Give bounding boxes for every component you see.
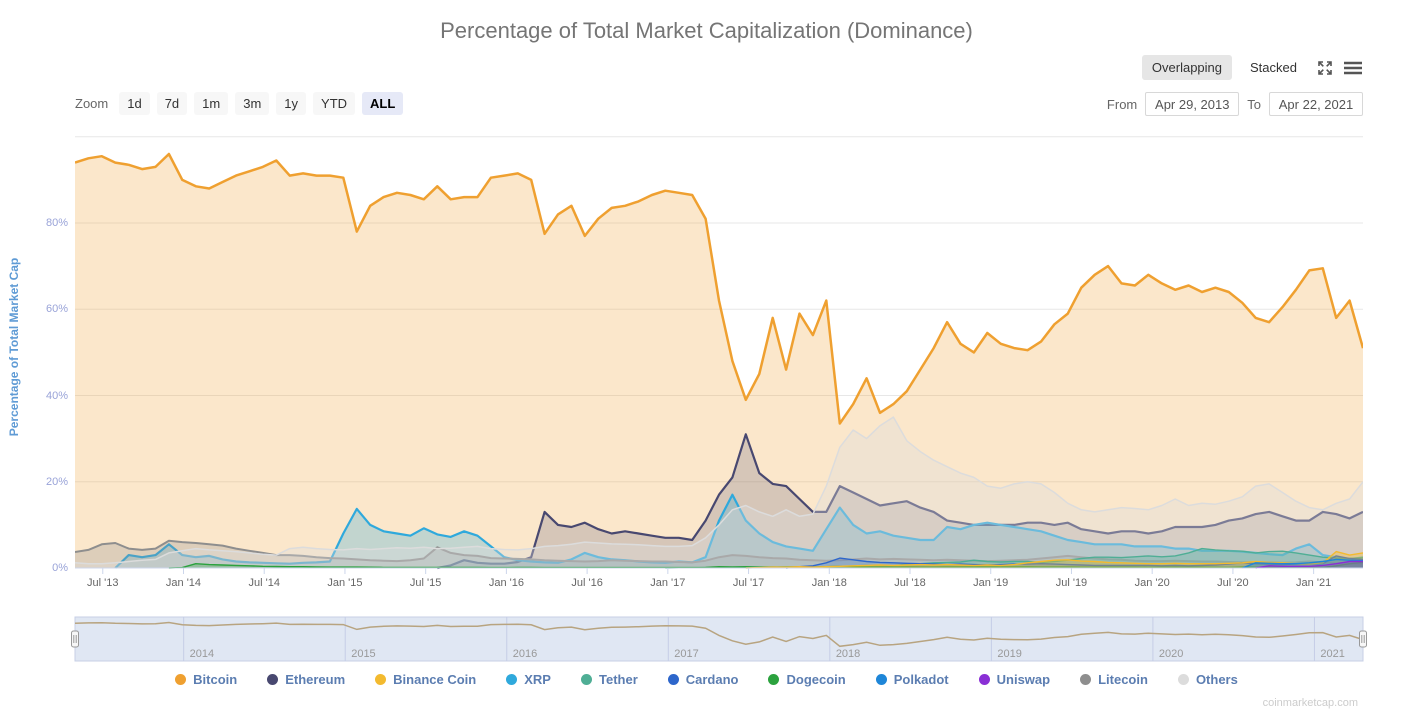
navigator-series-line [74, 621, 1364, 648]
x-tick-label: Jul '15 [409, 577, 442, 589]
from-label: From [1106, 96, 1138, 112]
zoom-button-1d[interactable]: 1d [119, 92, 150, 115]
legend-item-dogecoin[interactable]: Dogecoin [768, 672, 846, 687]
x-tick-label: Jan '21 [1296, 577, 1332, 589]
legend-item-ethereum[interactable]: Ethereum [267, 672, 345, 687]
watermark: coinmarketcap.com [1262, 697, 1358, 709]
stacked-button[interactable]: Stacked [1250, 60, 1297, 75]
legend-label: Dogecoin [786, 672, 846, 687]
y-tick-label: 20% [45, 475, 68, 488]
x-tick-label: Jan '14 [165, 577, 202, 589]
x-tick-label: Jul '19 [1055, 577, 1088, 589]
zoom-label: Zoom [75, 96, 109, 111]
navigator-year-label: 2020 [1159, 648, 1183, 660]
legend-label: Cardano [685, 672, 739, 687]
fullscreen-icon[interactable] [1315, 58, 1335, 78]
legend-item-tether[interactable]: Tether [580, 672, 638, 687]
series-uniswap[interactable] [1255, 560, 1363, 569]
series-bitcoin[interactable] [74, 152, 1365, 568]
zoom-button-7d[interactable]: 7d [156, 92, 188, 115]
legend-marker-icon [175, 674, 187, 685]
legend-label: XRP [524, 672, 551, 687]
navigator[interactable]: 2014 2015 2016 2017 2018 2019 2020 2021 [71, 616, 1367, 662]
legend-label: Bitcoin [193, 672, 238, 687]
legend-label: Litecoin [1098, 672, 1148, 687]
zoom-button-ytd[interactable]: YTD [313, 92, 356, 115]
legend-marker-icon [768, 674, 780, 685]
legend-label: Uniswap [996, 672, 1051, 687]
y-tick-label: 80% [45, 217, 68, 229]
legend-marker-icon [875, 674, 887, 685]
x-tick-label: Jan '18 [811, 577, 847, 589]
series-others[interactable] [74, 416, 1364, 568]
from-date-input[interactable] [1145, 92, 1240, 116]
x-tick-label: Jan '20 [1134, 577, 1170, 589]
legend-marker-icon [978, 674, 990, 685]
y-axis-title: Percentage of Total Market Cap [7, 257, 21, 436]
navigator-year-label: 2021 [1320, 648, 1344, 660]
zoom-button-group: Zoom 1d 7d 1m 3m 1y YTD ALL [75, 92, 404, 115]
zoom-button-1m[interactable]: 1m [194, 92, 229, 115]
zoom-button-all[interactable]: ALL [362, 92, 404, 115]
navigator-year-label: 2019 [997, 648, 1021, 660]
x-tick-label: Jul '17 [732, 577, 765, 589]
zoom-button-1y[interactable]: 1y [276, 92, 307, 115]
x-tick-label: Jul '20 [1217, 577, 1249, 589]
y-tick-label: 0% [52, 562, 68, 574]
y-tick-label: 40% [45, 389, 68, 402]
x-tick-label: Jul '13 [87, 577, 119, 589]
legend-label: Others [1195, 672, 1238, 687]
legend-label: Tether [598, 672, 638, 687]
x-tick-label: Jan '16 [488, 577, 524, 589]
x-tick-label: Jul '18 [894, 577, 926, 589]
zoom-button-3m[interactable]: 3m [235, 92, 270, 115]
navigator-handle-left[interactable] [71, 630, 79, 648]
series-ethereum[interactable] [437, 433, 1364, 570]
legend-item-others[interactable]: Others [1177, 672, 1238, 687]
menu-icon[interactable] [1343, 58, 1363, 78]
legend-marker-icon [375, 674, 387, 685]
navigator-year-label: 2017 [674, 648, 698, 660]
legend-marker-icon [506, 674, 518, 685]
series-binance-coin[interactable] [745, 550, 1364, 569]
navigator-year-label: 2016 [513, 648, 537, 660]
mode-toggle-group: Overlapping Stacked [1141, 55, 1363, 80]
legend-marker-icon [1177, 674, 1189, 685]
legend-marker-icon [667, 674, 679, 685]
navigator-handle-right[interactable] [1359, 630, 1367, 648]
x-tick-label: Jan '19 [973, 577, 1009, 589]
navigator-year-label: 2014 [190, 648, 214, 660]
legend-label: Polkadot [893, 672, 949, 687]
x-tick-label: Jan '15 [327, 577, 363, 589]
legend-item-polkadot[interactable]: Polkadot [875, 672, 949, 687]
to-label: To [1247, 96, 1261, 112]
x-tick-label: Jul '14 [248, 577, 280, 589]
legend-item-xrp[interactable]: XRP [506, 672, 551, 687]
x-tick-label: Jul '16 [571, 577, 603, 589]
main-plot-svg [74, 136, 1365, 574]
legend-marker-icon [267, 674, 279, 685]
legend-item-uniswap[interactable]: Uniswap [978, 672, 1051, 687]
legend-label: Ethereum [285, 672, 346, 687]
page-title: Percentage of Total Market Capitalizatio… [440, 18, 973, 43]
main-plot-area[interactable] [74, 125, 1365, 574]
legend-marker-icon [580, 674, 592, 685]
legend-item-litecoin[interactable]: Litecoin [1080, 672, 1148, 687]
legend-item-binance-coin[interactable]: Binance Coin [375, 672, 476, 687]
legend: Bitcoin Ethereum Binance Coin XRP Tether Card… [0, 672, 1413, 687]
to-date-input[interactable] [1269, 92, 1363, 116]
legend-marker-icon [1080, 674, 1092, 685]
date-range-group: From To [1107, 92, 1363, 116]
x-tick-label: Jan '17 [650, 577, 686, 589]
navigator-year-label: 2015 [351, 648, 375, 660]
legend-item-bitcoin[interactable]: Bitcoin [175, 672, 237, 687]
overlapping-button[interactable]: Overlapping [1141, 55, 1233, 80]
y-tick-label: 60% [45, 303, 68, 316]
legend-label: Binance Coin [393, 672, 477, 687]
navigator-year-label: 2018 [836, 648, 860, 660]
legend-item-cardano[interactable]: Cardano [667, 672, 739, 687]
